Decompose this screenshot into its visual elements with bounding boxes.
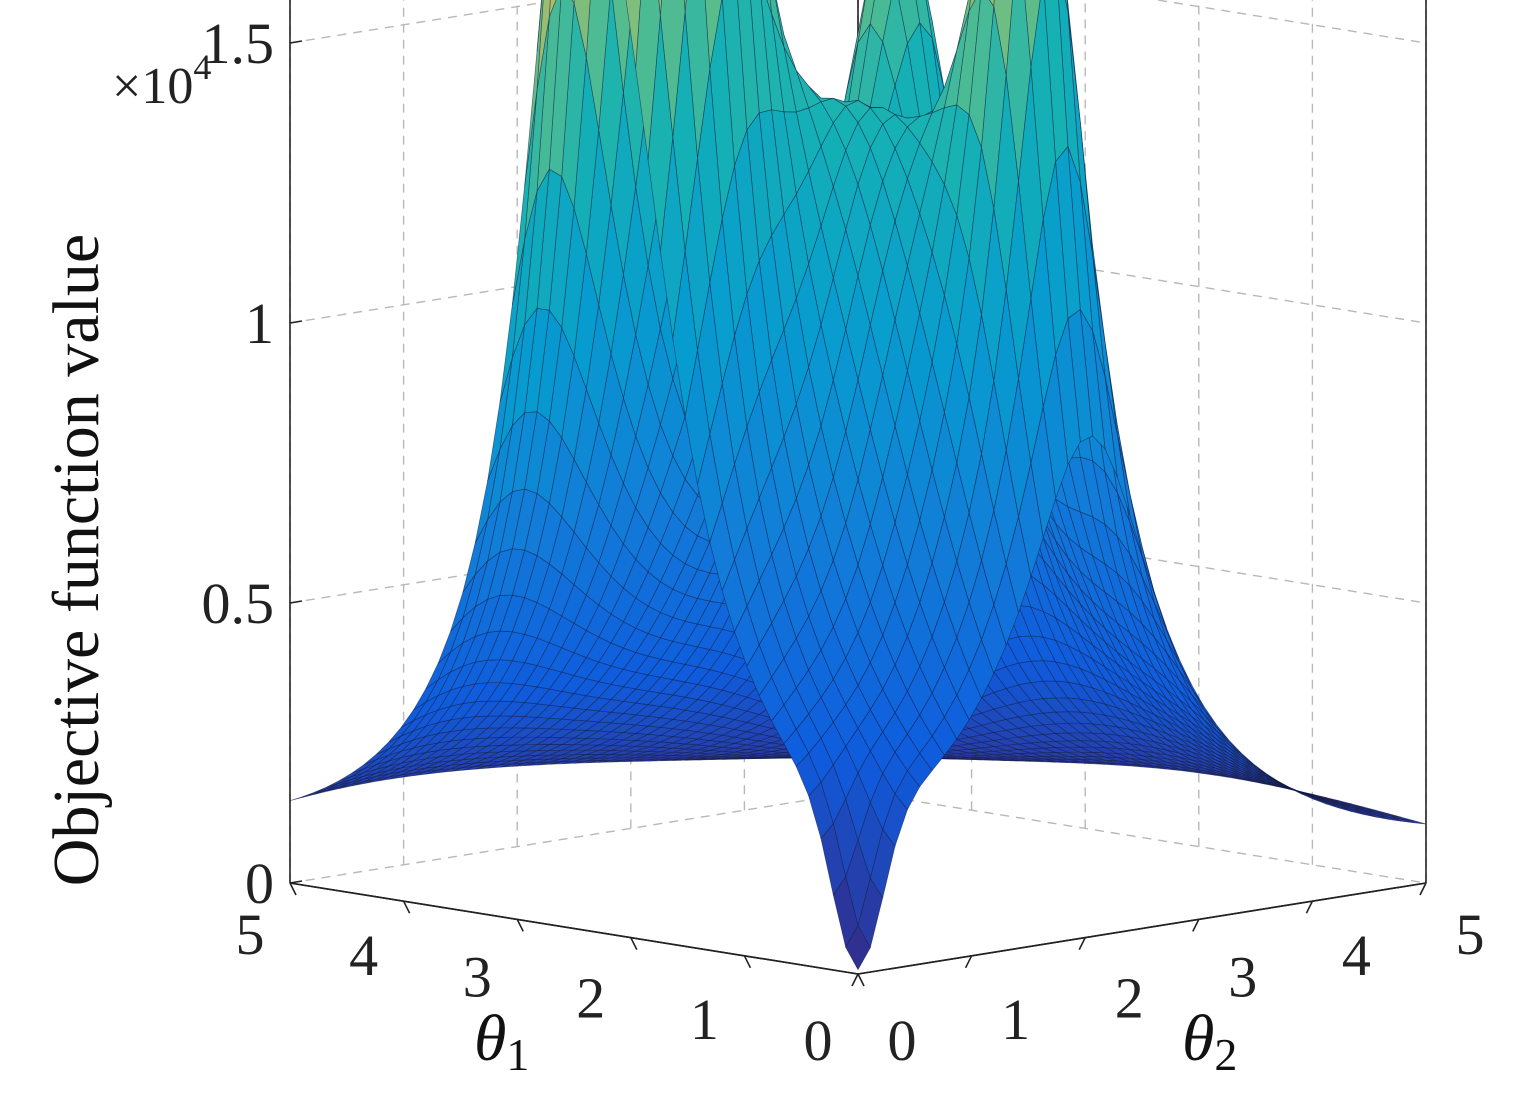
x-tick-label: 3 xyxy=(463,944,492,1009)
x-tick-mark xyxy=(402,900,411,914)
x-tick-label: 0 xyxy=(804,1008,833,1073)
surface-cell xyxy=(548,0,557,17)
z-exponent-power: 4 xyxy=(193,47,211,87)
surface-cell xyxy=(571,0,575,4)
surface xyxy=(289,0,1427,975)
y-tick-label: 1 xyxy=(1001,987,1030,1052)
x-tick-mark xyxy=(743,955,752,969)
x-tick-label: 5 xyxy=(236,902,265,967)
axis-edge xyxy=(289,882,859,975)
z-exponent-base: ×10 xyxy=(112,58,193,115)
z-tick-mark xyxy=(289,600,303,604)
x-axis-label: θ1 xyxy=(474,1002,529,1080)
y-axis-label-symbol: θ xyxy=(1182,1002,1214,1075)
x-tick-label: 1 xyxy=(690,987,719,1052)
x-tick-mark xyxy=(857,973,865,987)
z-axis-label: Objective function value xyxy=(40,234,113,886)
y-axis-label: θ2 xyxy=(1182,1002,1237,1080)
y-tick-mark xyxy=(1419,882,1427,896)
z-tick-label: 0.5 xyxy=(202,571,275,636)
grid-line xyxy=(289,791,859,884)
x-tick-mark xyxy=(630,937,638,950)
z-tick-label: 0 xyxy=(245,851,274,916)
y-tick-mark xyxy=(1305,900,1314,914)
grid-line xyxy=(1153,0,1427,44)
y-tick-mark xyxy=(1192,919,1200,932)
surface-cell xyxy=(612,0,634,93)
x-tick-mark xyxy=(516,919,524,932)
z-tick-mark xyxy=(289,40,303,44)
y-tick-label: 3 xyxy=(1228,944,1257,1009)
y-tick-label: 5 xyxy=(1456,902,1485,967)
y-tick-label: 2 xyxy=(1115,966,1144,1031)
y-tick-label: 0 xyxy=(888,1008,917,1073)
axis-edge xyxy=(857,882,1427,975)
surface-cell xyxy=(524,0,544,187)
surface-cell xyxy=(845,925,871,971)
y-axis-label-subscript: 2 xyxy=(1214,1029,1237,1080)
surface-cell xyxy=(573,0,591,58)
y-tick-label: 4 xyxy=(1342,923,1371,988)
x-tick-mark xyxy=(289,882,297,896)
z-exponent-label: ×104 xyxy=(112,47,211,115)
z-tick-label: 1 xyxy=(245,291,274,356)
x-tick-label: 2 xyxy=(576,966,605,1031)
z-tick-mark xyxy=(289,880,303,884)
y-tick-mark xyxy=(851,973,859,987)
z-tick-mark xyxy=(289,320,303,324)
surface-cell xyxy=(536,0,543,52)
y-tick-mark xyxy=(1078,937,1086,950)
x-tick-label: 4 xyxy=(349,923,378,988)
x-axis-label-symbol: θ xyxy=(474,1002,506,1075)
x-axis-label-subscript: 1 xyxy=(506,1029,529,1080)
z-tick-label: 1.5 xyxy=(202,11,275,76)
surface-cell xyxy=(625,0,641,69)
y-tick-mark xyxy=(964,955,973,969)
surface-cell xyxy=(585,0,611,130)
